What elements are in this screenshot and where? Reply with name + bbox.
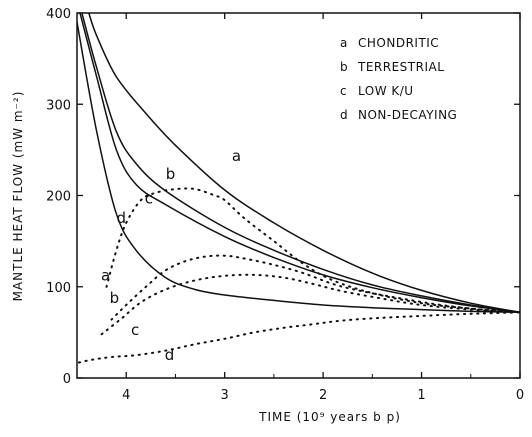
series-group xyxy=(77,13,520,364)
legend-key-d: d xyxy=(340,108,348,122)
x-tick-label: 3 xyxy=(221,388,229,403)
axis-layer: TIME (10⁹ years b p) MANTLE HEAT FLOW (m… xyxy=(11,7,524,424)
series-d-dotted-line xyxy=(78,311,520,364)
legend-key-a: a xyxy=(340,36,348,50)
legend-label-d: NON-DECAYING xyxy=(358,108,457,122)
legend-label-c: LOW K/U xyxy=(358,84,414,98)
curve-label-b: b xyxy=(110,289,120,307)
series-c-solid-line xyxy=(79,13,520,314)
legend-label-b: TERRESTRIAL xyxy=(357,60,444,74)
x-tick-label: 0 xyxy=(516,388,524,403)
series-b-dotted-line xyxy=(110,254,520,321)
y-axis-label: MANTLE HEAT FLOW (mW m⁻²) xyxy=(11,91,25,302)
legend: a CHONDRITIC b TERRESTRIAL c LOW K/U d NON-DECA… xyxy=(340,36,457,122)
y-tick-label: 400 xyxy=(46,7,71,22)
series-a-solid-line xyxy=(88,13,520,314)
curve-label-c: c xyxy=(145,190,153,208)
x-tick-label: 1 xyxy=(417,388,425,403)
x-tick-label: 4 xyxy=(122,388,130,403)
curve-label-a: a xyxy=(101,266,110,284)
plot-frame xyxy=(76,12,521,379)
legend-key-c: c xyxy=(340,84,347,98)
curve-label-a: a xyxy=(232,147,241,165)
curve-label-b: b xyxy=(166,165,176,183)
y-tick-label: 200 xyxy=(46,190,71,205)
curve-label-c: c xyxy=(131,321,139,339)
curve-label-d: d xyxy=(117,209,127,227)
curve-label-d: d xyxy=(165,346,175,364)
series-c-dotted-line xyxy=(100,273,520,336)
series-d-solid-line xyxy=(77,21,520,314)
x-tick-label: 2 xyxy=(319,388,327,403)
x-axis-label: TIME (10⁹ years b p) xyxy=(258,410,401,424)
y-tick-label: 300 xyxy=(46,98,71,113)
y-tick-label: 0 xyxy=(63,372,71,387)
y-tick-label: 100 xyxy=(46,281,71,296)
series-a-dotted-line xyxy=(105,187,520,314)
legend-key-b: b xyxy=(340,60,348,74)
series-b-solid-line xyxy=(81,13,520,314)
legend-label-a: CHONDRITIC xyxy=(358,36,439,50)
